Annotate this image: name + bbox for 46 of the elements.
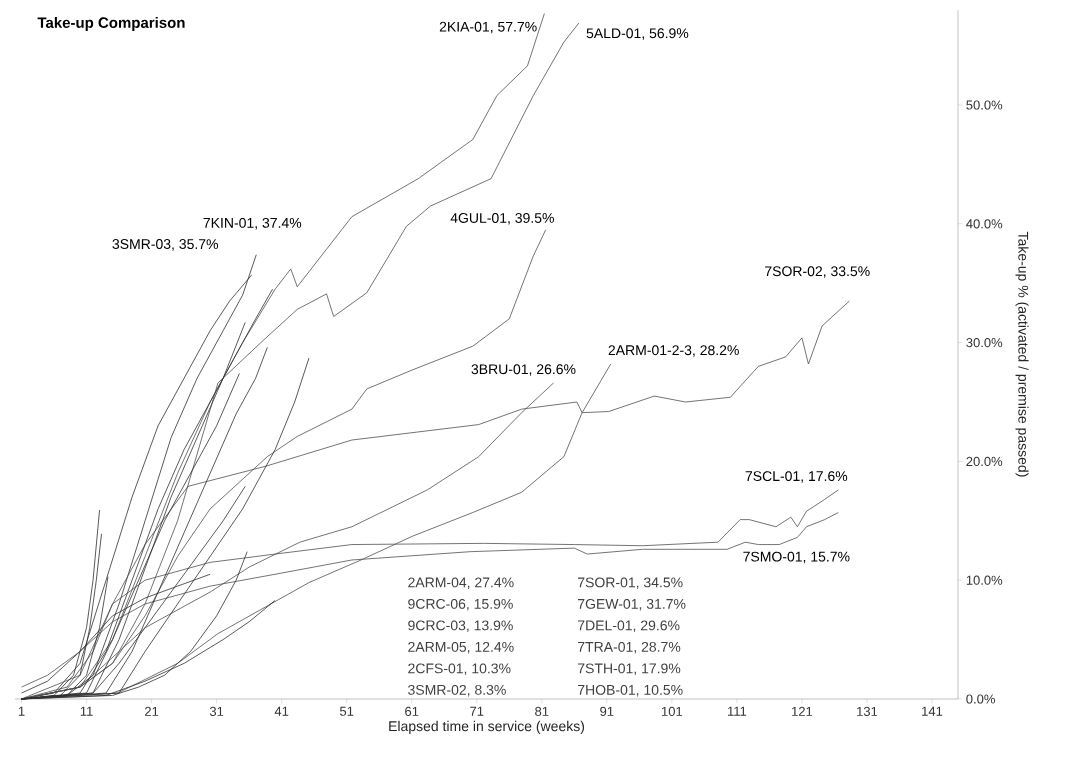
annotation: 2ARM-04, 27.4%: [408, 577, 514, 590]
annotation: 7TRA-01, 28.7%: [578, 641, 681, 654]
series-label: 7SCL-01, 17.6%: [745, 471, 848, 483]
annotation: 7GEW-01, 31.7%: [578, 598, 686, 611]
x-tick-label: 1: [18, 706, 25, 716]
series-label: 7SMO-01, 15.7%: [743, 551, 850, 564]
x-tick-label: 141: [922, 706, 943, 716]
x-tick-label: 61: [405, 706, 419, 716]
x-tick-label: 51: [339, 706, 354, 716]
series-label: 3BRU-01, 26.6%: [471, 364, 576, 376]
y-tick-label: 40.0%: [966, 219, 1003, 229]
series-label: 2KIA-01, 57.7%: [439, 21, 537, 34]
annotation: 9CRC-03, 13.9%: [408, 620, 513, 632]
y-tick-label: 0.0%: [966, 694, 995, 704]
annotation: 7STH-01, 17.9%: [578, 663, 681, 675]
annotation: 7SOR-01, 34.5%: [578, 577, 683, 590]
y-tick-label: 20.0%: [966, 456, 1003, 466]
text: 7KIN-01, 37.4%: [203, 217, 302, 230]
annotation: 2ARM-05, 12.4%: [408, 641, 514, 654]
y-tick-label: 30.0%: [966, 338, 1003, 348]
x-tick-label: 81: [535, 706, 549, 716]
x-tick-label: 11: [80, 706, 93, 716]
series-label: 2ARM-01-2-3, 28.2%: [608, 345, 739, 357]
y-tick-label: 50.0%: [966, 100, 1003, 110]
series-label: 4GUL-01, 39.5%: [450, 212, 554, 225]
y-tick-label: 10.0%: [966, 575, 1003, 585]
x-tick-label: 71: [470, 706, 484, 716]
x-tick-label: 21: [145, 706, 159, 716]
text: 7SOR-02, 33.5%: [765, 266, 870, 278]
annotation: 9CRC-06, 15.9%: [408, 598, 513, 611]
series-label: 5ALD-01, 56.9%: [586, 28, 689, 40]
x-tick-label: 31: [209, 706, 224, 716]
x-tick-label: 41: [274, 706, 289, 716]
x-tick-label: 121: [792, 706, 813, 716]
x-tick-label: 131: [857, 706, 878, 716]
chart-title: Take-up Comparison: [37, 16, 185, 31]
annotation: 2CFS-01, 10.3%: [408, 663, 511, 675]
annotation: 7HOB-01, 10.5%: [578, 684, 683, 697]
annotation: 7DEL-01, 29.6%: [578, 620, 680, 632]
x-tick-label: 91: [600, 706, 614, 716]
x-tick-label: 101: [662, 706, 683, 716]
x-axis-title: Elapsed time in service (weeks): [389, 720, 585, 734]
text: 3SMR-03, 35.7%: [112, 239, 219, 251]
x-tick-label: 111: [728, 706, 747, 716]
y-axis-title: Take-up % (activated / premise passed): [1015, 231, 1029, 477]
annotation: 3SMR-02, 8.3%: [408, 684, 506, 697]
